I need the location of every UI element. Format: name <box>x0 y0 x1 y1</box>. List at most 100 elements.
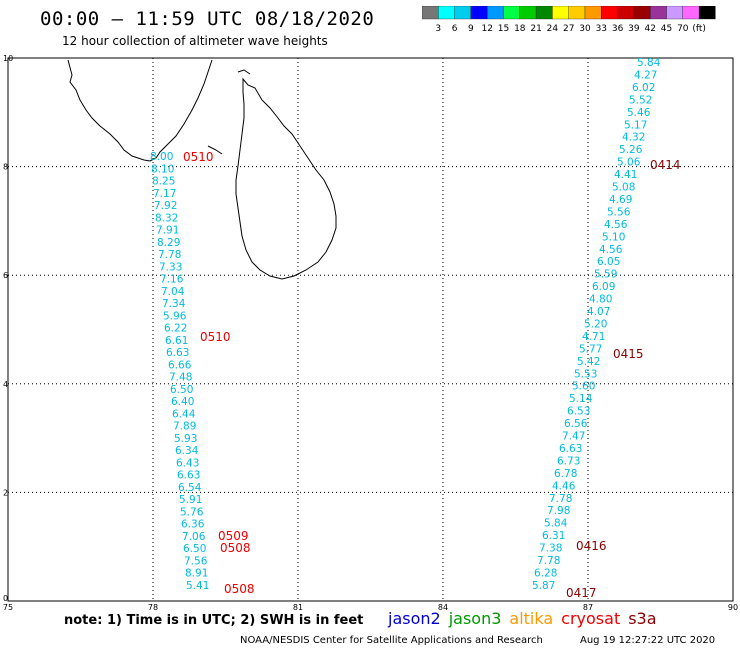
x-tick-label: 78 <box>148 603 158 610</box>
swh-label: 7.47 <box>562 431 585 443</box>
colorbar-label: 18 <box>514 24 526 34</box>
y-tick-label: 6 <box>3 271 8 280</box>
swh-label: 6.44 <box>172 408 196 420</box>
swh-label: 6.53 <box>567 406 590 418</box>
swh-label: 6.05 <box>597 256 620 268</box>
swh-label: 5.77 <box>579 343 602 355</box>
swh-label: 8.29 <box>157 237 180 249</box>
swh-label: 6.63 <box>559 443 582 455</box>
x-tick-label: 90 <box>728 603 738 610</box>
colorbar-label: 15 <box>498 24 509 34</box>
swh-label: 4.69 <box>609 194 632 206</box>
swh-label: 6.63 <box>166 347 189 359</box>
jaffna-islet <box>237 69 251 75</box>
pass-time-label: 0416 <box>576 539 607 553</box>
swh-label: 4.56 <box>599 244 623 256</box>
swh-label: 6.54 <box>178 482 202 494</box>
pass-time-label: 0510 <box>183 150 214 164</box>
swh-label: 7.48 <box>169 372 192 384</box>
swh-label: 7.78 <box>158 249 181 261</box>
swh-label: 5.52 <box>629 94 652 106</box>
swh-label: 6.63 <box>177 470 200 482</box>
pass-time-label: 0508 <box>220 541 251 555</box>
swh-label: 5.96 <box>163 310 187 322</box>
pass-time-label: 0510 <box>200 330 231 344</box>
colorbar-label: 39 <box>628 24 640 34</box>
swh-label: 6.34 <box>175 445 199 457</box>
east-altimeter-track: 5.844.276.025.525.465.174.325.265.064.41… <box>532 57 681 600</box>
swh-label: 5.53 <box>574 368 597 380</box>
y-tick-label: 4 <box>3 380 8 389</box>
swh-label: 6.50 <box>183 543 206 555</box>
swh-label: 5.59 <box>594 269 617 281</box>
colorbar-label: 6 <box>452 24 458 34</box>
colorbar-label: 12 <box>481 24 492 34</box>
swh-label: 8.32 <box>155 212 178 224</box>
swh-label: 6.66 <box>168 359 192 371</box>
pass-time-label: 0509 <box>218 529 249 543</box>
swh-label: 6.09 <box>592 281 615 293</box>
swh-label: 5.46 <box>627 107 651 119</box>
swh-label: 8.10 <box>151 163 174 175</box>
y-tick-label: 2 <box>3 488 8 497</box>
wave-height-map: 75 78 81 84 87 90 0 2 4 6 8 10 8.008.108.257.177.92… <box>3 54 738 610</box>
swh-label: 7.56 <box>184 555 208 567</box>
colorbar-label: 30 <box>579 24 591 34</box>
swh-label: 7.91 <box>156 225 179 237</box>
x-tick-label: 75 <box>3 603 13 610</box>
swh-label: 5.20 <box>584 318 607 330</box>
swh-label: 5.08 <box>612 182 635 194</box>
colorbar-label: 3 <box>435 24 441 34</box>
swh-label: 5.14 <box>569 393 593 405</box>
swh-label: 6.28 <box>534 567 557 579</box>
generated-timestamp: Aug 19 12:27:22 UTC 2020 <box>580 635 716 646</box>
pass-time-label: 0508 <box>224 582 255 596</box>
x-tick-label: 81 <box>293 603 303 610</box>
x-tick-label: 84 <box>438 603 448 610</box>
y-tick-label: 10 <box>3 54 13 63</box>
satellite-legend-item: cryosat <box>561 609 621 628</box>
swh-label: 7.17 <box>153 188 176 200</box>
wave-height-colorbar: 3 6 9 12 15 18 21 24 27 30 33 36 39 42 45 70 (ft) <box>422 6 716 34</box>
swh-label: 5.10 <box>602 231 625 243</box>
swh-label: 4.41 <box>614 169 637 181</box>
colorbar-label: 24 <box>547 24 559 34</box>
swh-label: 5.76 <box>180 506 204 518</box>
swh-label: 7.06 <box>182 531 206 543</box>
swh-label: 5.91 <box>179 494 202 506</box>
swh-label: 5.84 <box>544 518 568 530</box>
swh-label: 5.84 <box>637 57 661 69</box>
map-frame <box>7 57 734 602</box>
satellite-legend-item: jason3 <box>448 609 502 628</box>
colorbar-label: 9 <box>468 24 474 34</box>
colorbar-label: 27 <box>563 24 574 34</box>
swh-label: 6.61 <box>165 335 188 347</box>
satellite-legend: jason2 jason3 altika cryosat s3a <box>388 609 665 628</box>
sri-lanka-coastline <box>67 59 337 280</box>
swh-label: 5.41 <box>186 580 209 592</box>
pass-time-label: 0414 <box>650 158 681 172</box>
satellite-legend-item: s3a <box>628 609 657 628</box>
west-altimeter-track: 8.008.108.257.177.928.327.918.297.787.33… <box>150 150 255 596</box>
swh-label: 4.07 <box>587 306 610 318</box>
colorbar-label: 33 <box>596 24 607 34</box>
swh-label: 7.78 <box>537 555 560 567</box>
india-coastline <box>67 59 213 162</box>
swh-label: 7.04 <box>161 286 185 298</box>
pass-time-label: 0415 <box>613 347 644 361</box>
x-tick-label: 87 <box>583 603 593 610</box>
footnote-note: note: 1) Time is in UTC; 2) SWH is in fe… <box>64 613 364 628</box>
colorbar-label: 42 <box>644 24 655 34</box>
swh-label: 5.26 <box>619 144 643 156</box>
swh-label: 6.22 <box>164 323 187 335</box>
swh-label: 6.56 <box>564 418 588 430</box>
colorbar-label: 36 <box>612 24 624 34</box>
y-tick-label: 8 <box>3 163 8 172</box>
colorbar-label: (ft) <box>692 24 706 34</box>
sri-lanka-island <box>235 77 337 280</box>
swh-label: 6.50 <box>170 384 193 396</box>
swh-label: 6.02 <box>632 82 655 94</box>
pass-time-label: 0417 <box>566 586 597 600</box>
colorbar-swatch <box>698 6 716 20</box>
swh-label: 5.17 <box>624 119 647 131</box>
